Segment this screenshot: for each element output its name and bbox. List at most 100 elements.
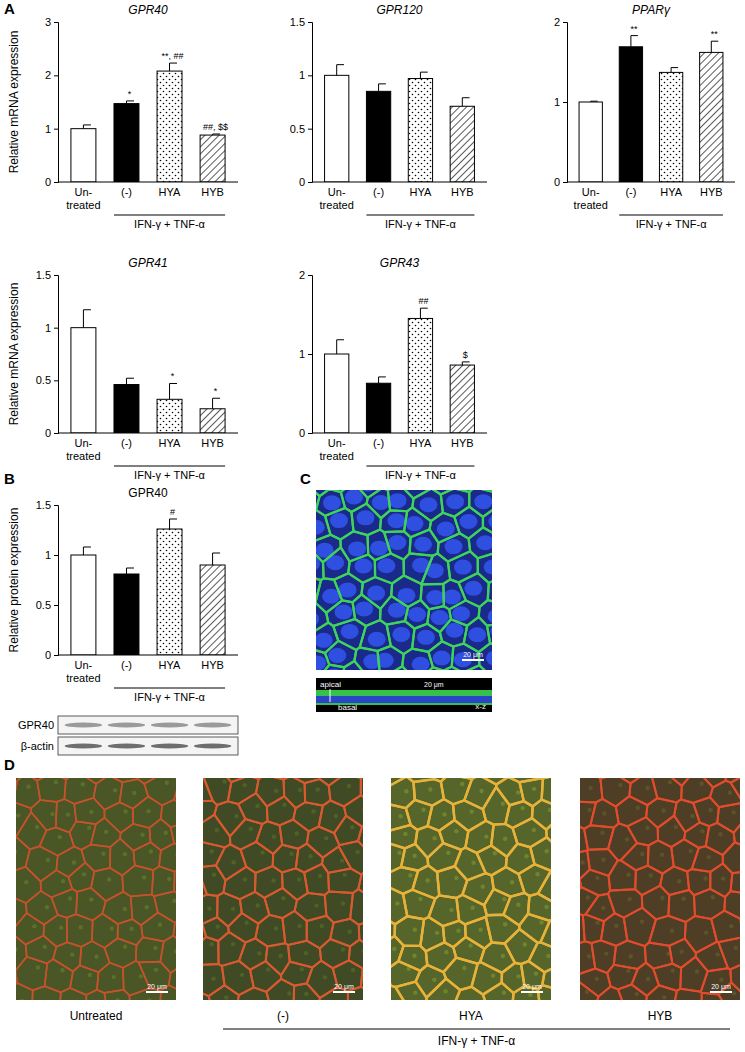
speckle: [45, 905, 49, 909]
xz-blue-layer: [316, 696, 492, 703]
bar: [325, 75, 349, 182]
cell-outline: [161, 800, 176, 827]
cell-outline: [230, 819, 262, 850]
error-bar-cap: [591, 101, 598, 102]
cell-outline: [16, 896, 27, 926]
speckle: [503, 922, 507, 926]
chart-title: GPR120: [376, 3, 422, 17]
speckle: [404, 789, 408, 793]
view-label: x-z: [475, 702, 486, 711]
nucleus: [389, 493, 407, 508]
significance: ##: [418, 296, 428, 306]
group-label: IFN-γ + TNF-α: [385, 218, 456, 230]
speckle: [600, 831, 604, 835]
cell-outline: [718, 937, 740, 969]
speckle: [174, 949, 176, 953]
speckle: [412, 854, 416, 858]
error-bar-stem: [83, 547, 84, 555]
scale-bar-label: 20 μm: [424, 681, 444, 689]
chart-title: GPR40: [128, 486, 168, 500]
bar: [114, 104, 139, 182]
cell-outline: [362, 577, 393, 609]
y-tick: 1: [554, 96, 567, 108]
cell-outline: [32, 986, 61, 1000]
x-tick-label: (-): [373, 437, 384, 449]
nucleus: [368, 632, 386, 647]
x-axis-line: [312, 433, 487, 434]
speckle: [516, 903, 520, 907]
bar: [450, 106, 474, 182]
y-tick: 1: [45, 123, 58, 135]
bar: [114, 385, 139, 433]
speckle: [587, 954, 591, 958]
speckle: [618, 783, 622, 787]
speckle: [243, 877, 247, 881]
blot-band: [108, 743, 145, 748]
speckle: [629, 954, 633, 958]
nucleus: [345, 490, 363, 505]
speckle: [216, 924, 220, 928]
nucleus: [454, 560, 472, 575]
speckle: [104, 830, 108, 834]
cell-outline: [214, 801, 245, 836]
x-tick-label: (-): [121, 437, 132, 449]
marks: [71, 310, 225, 433]
cell-outline: [160, 778, 176, 779]
speckle: [460, 782, 464, 786]
cell-outline: [462, 665, 487, 670]
blot-band: [65, 722, 102, 727]
speckle: [681, 896, 685, 900]
nucleus: [372, 495, 390, 510]
bar: [366, 91, 390, 182]
x-tick-label: Un-treated: [320, 186, 354, 211]
speckle: [123, 944, 127, 948]
bar: [200, 409, 225, 433]
error-bar: [337, 65, 344, 76]
xz-green-layer: [316, 690, 492, 696]
cell-outline: [404, 507, 431, 537]
chart: PPARγ012Un-treated(-)HYAHYBIFN-γ + TNF-α…: [554, 3, 735, 230]
chart: GPR4100.511.5Un-treated(-)HYAHYBIFN-γ + …: [7, 256, 238, 481]
cell-outline: [477, 846, 507, 876]
error-bar-cap: [462, 97, 469, 98]
speckle: [341, 901, 345, 905]
cell-outline: [171, 820, 176, 846]
y-tick: 3: [45, 16, 58, 28]
speckle: [626, 969, 630, 973]
speckle: [670, 928, 674, 932]
speckle: [113, 788, 117, 792]
speckle: [413, 990, 417, 994]
micrograph: [16, 778, 176, 1000]
y-tick-mark: [308, 182, 312, 183]
error-bar: [126, 101, 133, 104]
y-axis: 012: [299, 269, 313, 439]
cell-outline: [692, 846, 723, 872]
speckle: [60, 968, 64, 972]
y-tick-label: 1: [45, 123, 51, 135]
y-axis-line: [308, 276, 313, 434]
error-bar-cap: [671, 67, 678, 68]
x-axis-line: [58, 655, 238, 656]
speckle: [728, 790, 732, 794]
speckle: [444, 950, 448, 954]
cell-outline: [486, 668, 492, 670]
chart-title: GPR40: [128, 3, 168, 17]
cell-outline: [439, 820, 468, 850]
nucleus: [419, 497, 437, 512]
nucleus: [488, 514, 492, 529]
cell-outline: [139, 962, 171, 991]
nucleus: [334, 604, 352, 619]
speckle: [426, 878, 430, 882]
speckle: [59, 925, 63, 929]
y-tick-label: 1: [45, 322, 51, 334]
speckle: [281, 896, 285, 900]
blot-band: [151, 722, 188, 727]
blot-frame: [58, 737, 238, 755]
error-bar-cap: [213, 134, 220, 135]
speckle: [324, 836, 328, 840]
error-bar-cap: [126, 568, 133, 569]
error-bar-cap: [83, 309, 90, 310]
cell-outline: [40, 827, 75, 855]
y-tick-mark: [54, 328, 58, 329]
apical-basal-arrow: [330, 689, 331, 702]
